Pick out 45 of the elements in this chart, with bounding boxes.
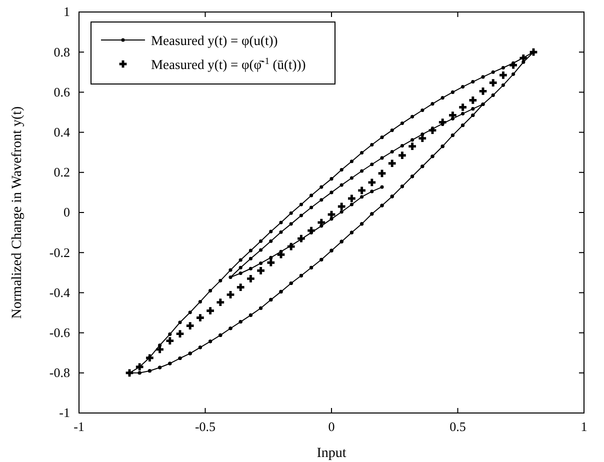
point — [257, 266, 264, 274]
point — [418, 134, 426, 142]
point — [398, 152, 406, 160]
point — [196, 314, 204, 322]
y-tick-label: 0.8 — [54, 44, 70, 60]
x-tick-label: -1 — [74, 419, 84, 434]
point — [348, 194, 356, 202]
point — [267, 258, 275, 266]
point — [469, 96, 477, 104]
y-tick-label: -0.4 — [49, 284, 70, 300]
x-tick-label: -0.5 — [194, 419, 216, 434]
y-tick-label: -0.6 — [49, 324, 70, 340]
point — [247, 274, 254, 282]
y-axis-title: Normalized Change in Wavefront y(t) — [10, 106, 25, 319]
point — [338, 202, 346, 210]
point — [166, 337, 174, 344]
point — [388, 160, 396, 168]
legend-label: Measured y(t) = φ(u(t)) — [151, 33, 278, 48]
y-tick-label: -0.8 — [49, 365, 70, 380]
x-tick-label: 0 — [328, 419, 335, 434]
point — [500, 71, 507, 79]
y-tick-label: -0.2 — [49, 244, 70, 260]
y-tick-label: 0.2 — [54, 164, 70, 180]
y-tick-label: 1 — [64, 4, 70, 20]
point — [408, 142, 416, 150]
x-tick-label: 0.5 — [450, 419, 466, 434]
point — [489, 79, 497, 86]
point — [206, 307, 214, 314]
point — [368, 178, 376, 186]
point — [186, 322, 194, 330]
x-tick-label: 1 — [580, 419, 588, 434]
point — [226, 291, 234, 298]
y-tick-label: 0.4 — [54, 124, 70, 140]
point — [236, 284, 244, 291]
point — [479, 88, 487, 95]
point — [459, 104, 466, 111]
y-tick-label: 0 — [64, 204, 70, 220]
point — [176, 330, 184, 338]
y-tick-label: -1 — [59, 405, 70, 420]
y-tick-label: 0.6 — [54, 84, 70, 100]
point — [358, 186, 366, 194]
legend-label: Measured y(t) = φ(φ̄$^{-1}$ (ū(t))) — [151, 57, 306, 72]
x-axis-title: Input — [316, 446, 346, 461]
point — [378, 170, 386, 178]
point — [216, 298, 224, 306]
